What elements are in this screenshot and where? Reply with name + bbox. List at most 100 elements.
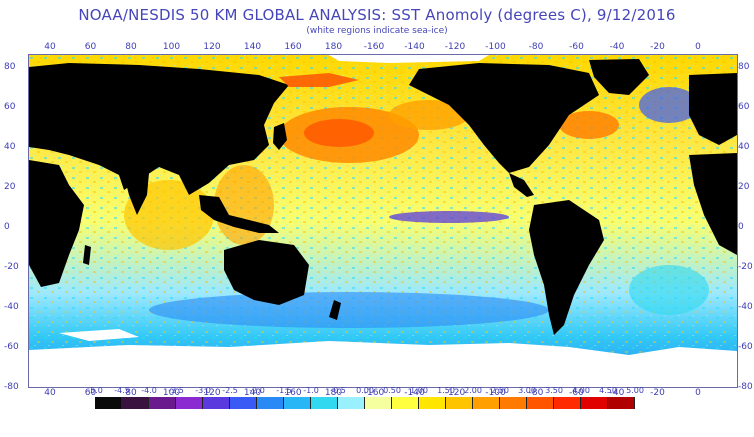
north-america-landmass (409, 63, 599, 173)
bottom-tick-label: 0 (695, 388, 701, 398)
left-tick-label: 40 (4, 142, 16, 152)
colorbar-cell (419, 397, 446, 409)
colorbar-cell (149, 397, 176, 409)
colorbar-cell (122, 397, 149, 409)
left-tick-label: -20 (4, 262, 19, 272)
colorbar-label: -2.0 (249, 386, 265, 395)
bottom-tick-label: -100 (485, 388, 506, 398)
atlantic-warm-anomaly (559, 111, 619, 139)
india-landmass (124, 173, 149, 215)
map-canvas (29, 55, 737, 387)
madagascar (83, 245, 91, 265)
greenland (589, 59, 649, 95)
right-tick-label: -60 (738, 342, 753, 352)
colorbar-cell (176, 397, 203, 409)
colorbar-cell (95, 397, 122, 409)
colorbar-label: -1.0 (303, 386, 319, 395)
top-tick-label: 0 (695, 42, 701, 52)
colorbar-cell (203, 397, 230, 409)
colorbar-cell (284, 397, 311, 409)
colorbar-label: 2.50 (491, 386, 509, 395)
colorbar-label: 0.00 (356, 386, 374, 395)
south-atlantic-cool (629, 265, 709, 315)
top-tick-label: 140 (243, 42, 262, 52)
colorbar-cell (365, 397, 392, 409)
top-tick-label: 120 (203, 42, 221, 52)
top-tick-label: 180 (324, 42, 343, 52)
colorbar-cell (392, 397, 419, 409)
bottom-tick-label: 180 (324, 388, 343, 398)
top-tick-label: -120 (444, 42, 466, 52)
new-zealand (329, 300, 341, 320)
top-tick-label: -140 (404, 42, 425, 52)
colorbar-cell (257, 397, 284, 409)
top-tick-label: 60 (84, 42, 97, 52)
colorbar-cell (338, 397, 365, 409)
bottom-tick-label: 60 (84, 388, 97, 398)
colorbar-label: 5.00 (626, 386, 644, 395)
north-pacific-warm-core (304, 119, 374, 147)
colorbar-label: -3.0 (195, 386, 211, 395)
top-tick-label: 160 (284, 42, 302, 52)
colorbar-label: 4.00 (572, 386, 590, 395)
right-tick-label: -80 (738, 382, 753, 392)
colorbar-cell (230, 397, 257, 409)
right-tick-label: 80 (738, 62, 750, 72)
top-tick-label: -160 (363, 42, 385, 52)
equatorial-pacific-cool (389, 211, 509, 223)
colorbar-label: -4.0 (141, 386, 157, 395)
colorbar-label: 0.50 (383, 386, 401, 395)
bottom-tick-label: -60 (569, 388, 584, 398)
bottom-tick-label: -160 (363, 388, 385, 398)
left-tick-label: -40 (4, 302, 19, 312)
top-tick-label: -40 (609, 42, 625, 52)
northeast-pacific-warm (389, 100, 469, 130)
left-tick-label: 20 (4, 182, 16, 192)
colorbar-cell (527, 397, 554, 409)
left-tick-label: 80 (4, 62, 16, 72)
right-tick-label: 40 (738, 142, 750, 152)
antarctic-sea-ice (29, 341, 737, 387)
north-atlantic-cool (639, 87, 699, 123)
top-tick-label: -100 (485, 42, 506, 52)
west-africa (689, 153, 737, 255)
bottom-tick-label: -140 (404, 388, 425, 398)
southern-ocean-cool (149, 292, 549, 328)
colorbar-cell (473, 397, 500, 409)
top-tick-label: 80 (125, 42, 137, 52)
colorbar-cell (608, 397, 635, 409)
bottom-tick-label: 120 (203, 388, 221, 398)
europe-west (689, 73, 737, 145)
central-america (509, 173, 534, 197)
arctic-sea-ice (329, 55, 489, 63)
colorbar-cell (500, 397, 527, 409)
colorbar-label: 2.00 (464, 386, 482, 395)
map-subtitle: (white regions indicate sea-ice) (306, 26, 448, 36)
indian-ocean-warm (124, 180, 214, 250)
africa-landmass (29, 160, 84, 287)
colorbar-cell (554, 397, 581, 409)
right-tick-label: -20 (738, 262, 753, 272)
left-tick-label: 0 (4, 222, 10, 232)
left-tick-label: -60 (4, 342, 19, 352)
colorbar-label: -4.5 (114, 386, 130, 395)
colorbar-label: -5.0 (87, 386, 103, 395)
top-tick-label: -60 (569, 42, 584, 52)
australia-landmass (224, 240, 309, 305)
right-tick-label: 20 (738, 182, 750, 192)
left-tick-label: 60 (4, 102, 16, 112)
bottom-tick-label: 160 (284, 388, 302, 398)
bottom-tick-label: 80 (125, 388, 137, 398)
colorbar-label: 4.50 (599, 386, 617, 395)
top-tick-label: -20 (650, 42, 665, 52)
bottom-tick-label: 100 (162, 388, 181, 398)
top-tick-label: -80 (528, 42, 544, 52)
bottom-tick-label: -120 (444, 388, 466, 398)
southeast-asia-islands (199, 195, 279, 233)
eurasia-landmass (29, 63, 289, 195)
colorbar-label: 3.50 (545, 386, 563, 395)
colorbar-cell (311, 397, 338, 409)
colorbar-label: 1.00 (410, 386, 428, 395)
bottom-tick-label: -40 (609, 388, 625, 398)
top-tick-label: 40 (44, 42, 56, 52)
